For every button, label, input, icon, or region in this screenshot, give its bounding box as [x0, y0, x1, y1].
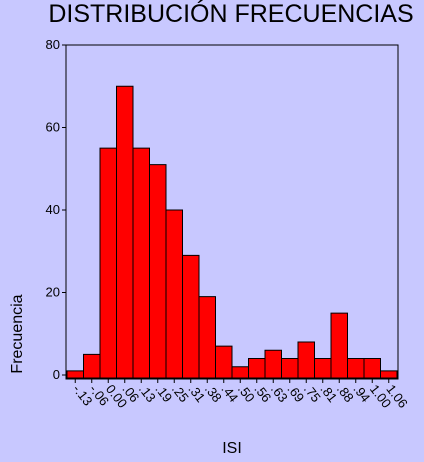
- histogram-bar-.94: [347, 358, 365, 379]
- histogram-bar-1.00: [363, 358, 381, 379]
- histogram-bar--.13: [66, 370, 84, 379]
- histogram-bar-.88: [330, 312, 348, 379]
- y-tick-label: 60: [46, 120, 60, 135]
- histogram-bar-.31: [182, 254, 200, 379]
- histogram-bar-.06: [116, 85, 134, 379]
- y-tick-label: 0: [53, 367, 60, 382]
- histogram-bar-.56: [248, 358, 266, 379]
- histogram-bar-.19: [149, 164, 167, 379]
- bars-group: [66, 85, 398, 379]
- histogram-bar-.25: [165, 209, 183, 379]
- y-tick-label: 40: [46, 202, 60, 217]
- y-tick-label: 20: [46, 285, 60, 300]
- x-axis: -.13-.060.00.06.13.19.25.31.38.44.50.56.…: [70, 379, 411, 411]
- chart-title: DISTRIBUCIÓN FRECUENCIAS: [48, 0, 414, 28]
- histogram-bar-.81: [314, 358, 332, 379]
- histogram-bar-.38: [198, 296, 216, 379]
- histogram-bar-.44: [215, 345, 233, 379]
- histogram-bar-.13: [132, 147, 150, 379]
- y-axis-title: Frecuencia: [9, 294, 26, 373]
- histogram-bar-1.06: [380, 370, 398, 379]
- x-axis-title: ISI: [222, 440, 242, 457]
- histogram-bar-.50: [231, 366, 249, 379]
- histogram-bar-0.00: [99, 147, 117, 379]
- y-tick-label: 80: [46, 37, 60, 52]
- histogram-bar-.69: [281, 358, 299, 379]
- y-axis: 0 20 40 60 80: [46, 37, 66, 382]
- histogram-bar-.75: [297, 341, 315, 379]
- histogram-bar-.63: [264, 349, 282, 379]
- histogram-bar--.06: [83, 353, 101, 379]
